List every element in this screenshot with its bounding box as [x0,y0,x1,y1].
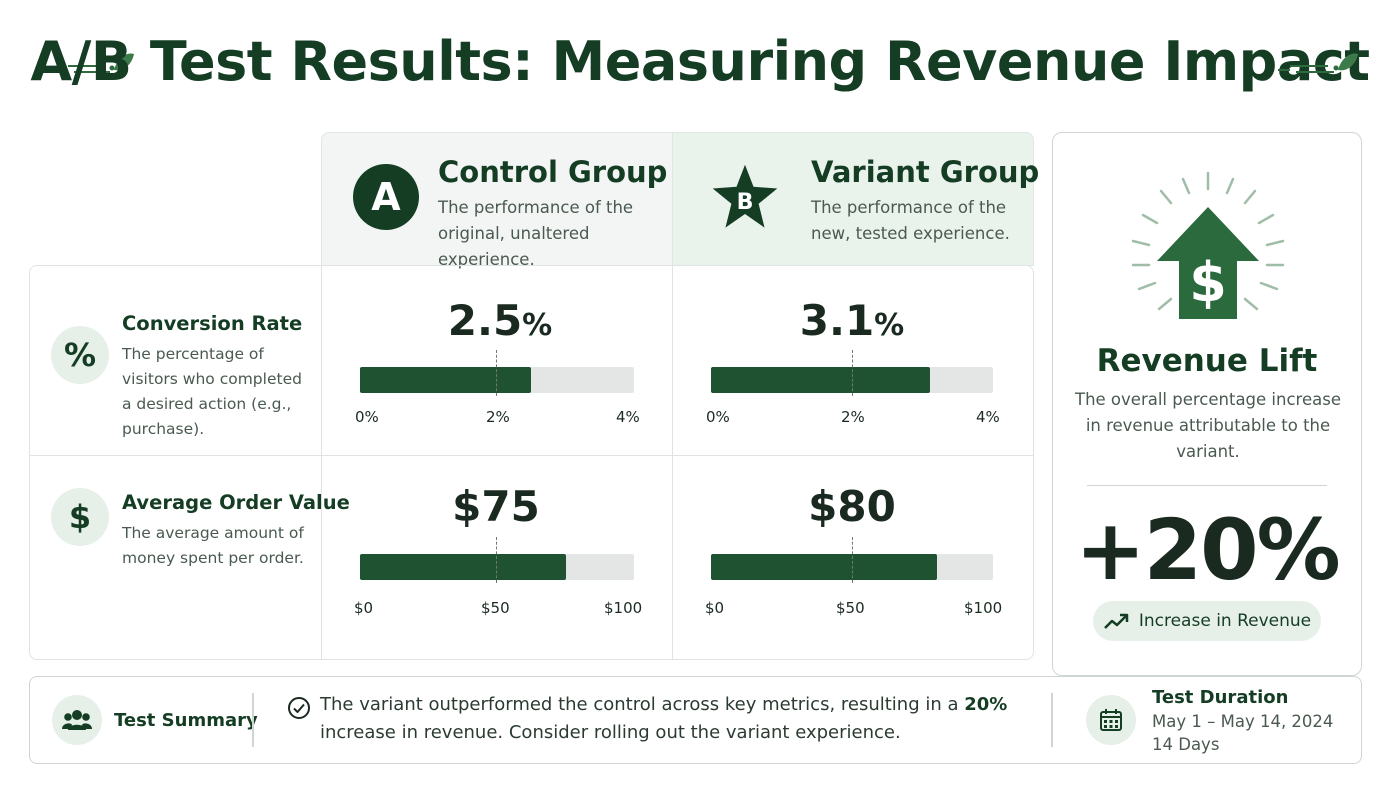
variant-conversion-value: 3.1% [799,296,905,345]
variant-group-header: B Variant Group The performance of the n… [672,132,1039,266]
variant-conversion-tick-max: 4% [976,408,1000,426]
control-aov-bar-fill [360,554,566,580]
calendar-icon [1086,695,1136,745]
conversion-rate-description: The percentage of visitors who completed… [122,345,302,438]
dollar-icon: $ [51,488,109,546]
control-conversion-bar-fill [360,367,532,393]
variant-conversion-midline [852,350,853,396]
variant-aov-midline [852,537,853,583]
variant-aov-tick-max: $100 [964,599,1003,617]
summary-divider-left [252,693,254,747]
control-aov-tick-0: $0 [354,599,374,617]
leaf-decoration-left-icon [46,53,134,73]
control-conversion-tick-max: 4% [616,408,640,426]
aov-title: Average Order Value [122,491,350,514]
users-icon [52,695,102,745]
variant-badge-letter: B [737,189,754,215]
test-summary-label: Test Summary [114,710,258,731]
control-conversion-midline [496,350,497,396]
conversion-rate-title: Conversion Rate [122,312,303,335]
revenue-lift-description: The overall percentage increase in reven… [1075,390,1341,461]
increase-badge: Increase in Revenue [1093,601,1321,641]
revenue-lift-divider [1087,485,1327,486]
variant-conversion-tick-mid: 2% [841,408,865,426]
control-conversion-tick-0: 0% [355,408,379,426]
variant-group-description: The performance of the new, tested exper… [811,198,1010,243]
test-duration-days: 14 Days [1152,735,1220,754]
variant-aov-tick-0: $0 [705,599,725,617]
summary-divider-right [1051,693,1053,747]
test-duration-dates: May 1 – May 14, 2024 [1152,712,1334,731]
test-summary-text: The variant outperformed the control acr… [320,694,1008,743]
control-aov-tick-mid: $50 [481,599,510,617]
control-conversion-bar [360,367,634,393]
revenue-lift-title: Revenue Lift [1096,343,1318,379]
control-group-description: The performance of the original, unalter… [438,198,634,269]
increase-badge-label: Increase in Revenue [1138,611,1312,631]
dollar-arrow-up-icon: $ [1131,171,1285,319]
variant-aov-value: $80 [808,482,896,531]
control-badge-letter: A [371,175,401,219]
trending-up-icon [1103,613,1129,629]
control-conversion-tick-mid: 2% [486,408,510,426]
check-circle-icon [288,697,310,719]
control-aov-value: $75 [452,482,540,531]
control-aov-bar [360,554,634,580]
revenue-lift-card: $ Revenue Lift The overall percentage in… [1052,132,1362,676]
control-aov-tick-max: $100 [604,599,643,617]
revenue-lift-value: +20% [1075,501,1340,599]
control-group-header: A Control Group The performance of the o… [321,132,673,269]
variant-conversion-tick-0: 0% [706,408,730,426]
variant-group-title: Variant Group [811,155,1040,189]
control-badge-a-icon: A [353,164,419,230]
control-aov-midline [496,537,497,583]
percent-icon: % [51,326,109,384]
control-conversion-value: 2.5% [447,296,553,345]
variant-badge-star-icon: B [712,164,778,228]
page-title: A/B Test Results: Measuring Revenue Impa… [30,30,1370,93]
svg-text:$: $ [1189,251,1227,314]
leaf-decoration-right-icon [1278,53,1358,73]
control-group-title: Control Group [438,155,668,189]
variant-conversion-bar-fill [711,367,930,393]
aov-description: The average amount of money spent per or… [122,524,304,567]
variant-aov-bar-fill [711,554,937,580]
variant-aov-tick-mid: $50 [836,599,865,617]
metrics-table: % Conversion Rate The percentage of visi… [29,265,1034,660]
test-summary-bar: Test Summary The variant outperformed th… [29,676,1362,764]
test-duration-title: Test Duration [1152,687,1289,708]
